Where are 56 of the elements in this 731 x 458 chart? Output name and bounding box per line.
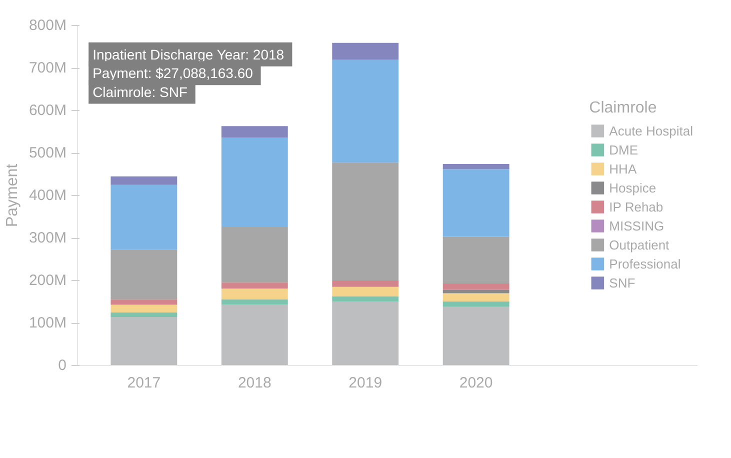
- bar: [332, 60, 399, 162]
- x-tick-label: 2018: [238, 374, 272, 392]
- bar: [332, 302, 399, 366]
- legend-label: HHA: [609, 161, 637, 176]
- x-tick-label: 2020: [459, 374, 493, 392]
- y-tick-label: 400M: [28, 187, 67, 204]
- bar: [221, 288, 288, 300]
- annotation: Payment: $27,088,163.60: [92, 65, 254, 82]
- bar: [442, 164, 510, 170]
- bar: [110, 299, 178, 305]
- bar: [332, 296, 399, 302]
- bar: [332, 162, 399, 280]
- bar: [221, 138, 288, 227]
- bar: [442, 283, 510, 290]
- y-tick-label: 300M: [28, 230, 67, 246]
- y-axis-title: Payment: [4, 163, 21, 228]
- x-tick-label: 2019: [348, 374, 382, 392]
- y-tick-label: 200M: [28, 272, 67, 289]
- bar: [442, 293, 510, 302]
- legend-label: Outpatient: [609, 237, 670, 252]
- legend-title: Claimrole: [589, 100, 658, 118]
- y-tick-label: 100M: [28, 314, 67, 332]
- legend-label: IP Rehab: [609, 199, 664, 214]
- legend-label: SNF: [609, 275, 636, 290]
- bar: [442, 306, 510, 366]
- bar: [221, 299, 288, 305]
- y-tick-label: 700M: [28, 60, 67, 76]
- bar: [442, 301, 510, 307]
- y-tick-label: 0: [58, 357, 66, 374]
- bar: [221, 304, 288, 366]
- legend-label: Acute Hospital: [609, 123, 693, 138]
- y-tick-label: 500M: [28, 144, 67, 162]
- annotation: Claimrole: SNF: [92, 84, 188, 100]
- bar: [221, 226, 288, 282]
- legend-label: Hospice: [609, 180, 656, 195]
- bar: [442, 169, 510, 237]
- annotation: Inpatient Discharge Year: 2018: [92, 46, 284, 62]
- x-tick-label: 2017: [127, 374, 161, 392]
- bar: [221, 282, 288, 289]
- bar: [110, 312, 178, 318]
- y-tick-label: 600M: [28, 102, 67, 119]
- bar: [110, 176, 178, 185]
- bar: [221, 126, 288, 138]
- bar: [442, 290, 510, 294]
- bar: [110, 317, 178, 366]
- bar: [110, 304, 178, 312]
- legend-label: DME: [609, 142, 638, 157]
- y-tick-label: 800M: [28, 17, 67, 34]
- legend-label: Professional: [609, 256, 681, 271]
- bar: [332, 42, 399, 60]
- bar: [110, 250, 178, 300]
- bar: [442, 236, 510, 284]
- bar: [110, 184, 178, 250]
- legend-label: MISSING: [609, 218, 664, 233]
- bar: [332, 280, 399, 287]
- bar: [332, 286, 399, 296]
